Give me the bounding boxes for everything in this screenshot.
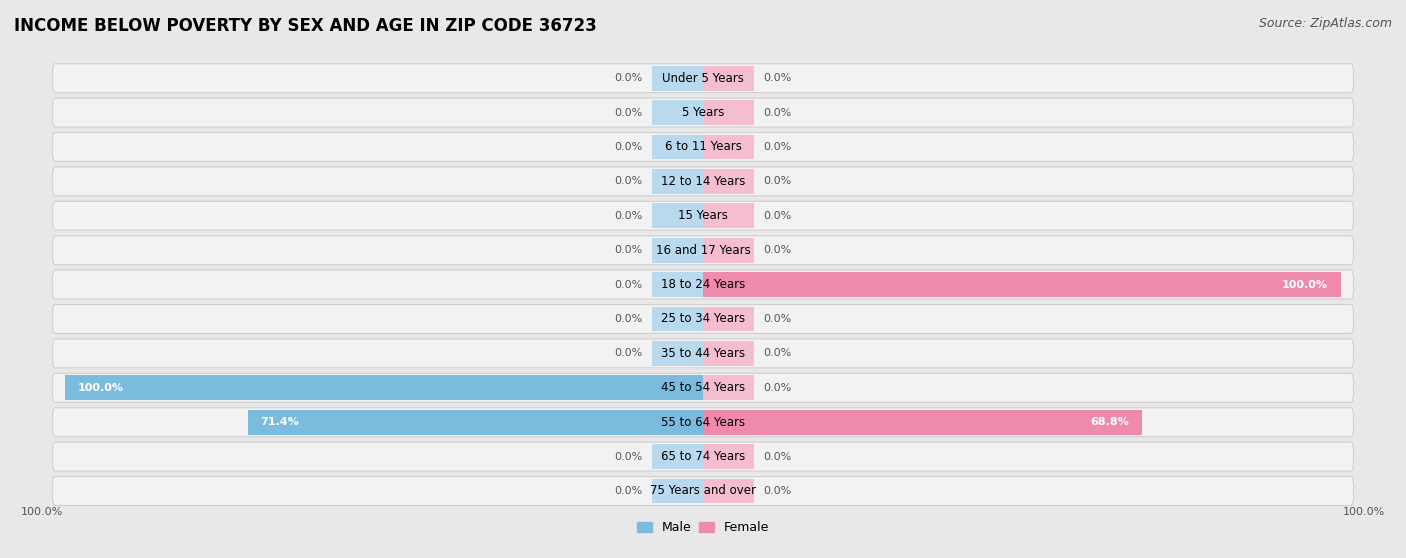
- Text: 15 Years: 15 Years: [678, 209, 728, 222]
- Bar: [703, 376, 754, 400]
- Text: 5 Years: 5 Years: [682, 106, 724, 119]
- Text: 35 to 44 Years: 35 to 44 Years: [661, 347, 745, 360]
- Bar: [703, 203, 754, 228]
- Text: 6 to 11 Years: 6 to 11 Years: [665, 141, 741, 153]
- Bar: [703, 169, 754, 194]
- Text: 0.0%: 0.0%: [614, 486, 643, 496]
- Bar: [652, 341, 703, 366]
- Text: 0.0%: 0.0%: [763, 245, 792, 255]
- Text: 100.0%: 100.0%: [1282, 280, 1329, 290]
- Text: 0.0%: 0.0%: [763, 176, 792, 186]
- FancyBboxPatch shape: [52, 305, 1354, 334]
- Bar: [652, 444, 703, 469]
- Text: 100.0%: 100.0%: [1343, 507, 1385, 517]
- Bar: [652, 306, 703, 331]
- Text: 100.0%: 100.0%: [21, 507, 63, 517]
- Text: 75 Years and over: 75 Years and over: [650, 484, 756, 498]
- Bar: [652, 100, 703, 125]
- Text: 12 to 14 Years: 12 to 14 Years: [661, 175, 745, 188]
- Text: 0.0%: 0.0%: [614, 451, 643, 461]
- Bar: [652, 272, 703, 297]
- Text: 45 to 54 Years: 45 to 54 Years: [661, 381, 745, 395]
- FancyBboxPatch shape: [52, 98, 1354, 127]
- Text: 0.0%: 0.0%: [614, 108, 643, 118]
- Bar: [703, 444, 754, 469]
- Text: 55 to 64 Years: 55 to 64 Years: [661, 416, 745, 429]
- Text: 0.0%: 0.0%: [763, 211, 792, 221]
- Text: INCOME BELOW POVERTY BY SEX AND AGE IN ZIP CODE 36723: INCOME BELOW POVERTY BY SEX AND AGE IN Z…: [14, 17, 596, 35]
- Bar: [652, 66, 703, 90]
- Bar: [652, 479, 703, 503]
- FancyBboxPatch shape: [52, 64, 1354, 93]
- Bar: [703, 272, 1341, 297]
- Bar: [652, 203, 703, 228]
- Legend: Male, Female: Male, Female: [631, 516, 775, 539]
- Bar: [703, 410, 1142, 435]
- Bar: [703, 134, 754, 160]
- Text: Source: ZipAtlas.com: Source: ZipAtlas.com: [1258, 17, 1392, 30]
- Bar: [652, 169, 703, 194]
- Bar: [652, 134, 703, 160]
- Bar: [703, 238, 754, 263]
- FancyBboxPatch shape: [52, 339, 1354, 368]
- Text: Under 5 Years: Under 5 Years: [662, 71, 744, 85]
- Text: 25 to 34 Years: 25 to 34 Years: [661, 312, 745, 325]
- FancyBboxPatch shape: [52, 235, 1354, 264]
- Text: 0.0%: 0.0%: [763, 73, 792, 83]
- FancyBboxPatch shape: [52, 167, 1354, 196]
- Text: 0.0%: 0.0%: [763, 383, 792, 393]
- FancyBboxPatch shape: [52, 132, 1354, 161]
- Text: 0.0%: 0.0%: [614, 142, 643, 152]
- Text: 0.0%: 0.0%: [763, 108, 792, 118]
- Bar: [703, 479, 754, 503]
- Bar: [652, 238, 703, 263]
- Text: 0.0%: 0.0%: [763, 314, 792, 324]
- Bar: [247, 410, 703, 435]
- Text: 0.0%: 0.0%: [614, 211, 643, 221]
- Text: 100.0%: 100.0%: [77, 383, 124, 393]
- FancyBboxPatch shape: [52, 477, 1354, 506]
- Text: 0.0%: 0.0%: [614, 245, 643, 255]
- Text: 0.0%: 0.0%: [763, 348, 792, 358]
- Text: 0.0%: 0.0%: [763, 451, 792, 461]
- Bar: [703, 100, 754, 125]
- Text: 71.4%: 71.4%: [260, 417, 299, 427]
- Text: 18 to 24 Years: 18 to 24 Years: [661, 278, 745, 291]
- FancyBboxPatch shape: [52, 442, 1354, 471]
- Bar: [65, 376, 703, 400]
- FancyBboxPatch shape: [52, 201, 1354, 230]
- Text: 0.0%: 0.0%: [614, 73, 643, 83]
- Bar: [703, 66, 754, 90]
- FancyBboxPatch shape: [52, 408, 1354, 437]
- Text: 65 to 74 Years: 65 to 74 Years: [661, 450, 745, 463]
- Bar: [703, 306, 754, 331]
- Text: 0.0%: 0.0%: [614, 348, 643, 358]
- Text: 0.0%: 0.0%: [614, 280, 643, 290]
- Text: 0.0%: 0.0%: [763, 142, 792, 152]
- Bar: [703, 341, 754, 366]
- Text: 16 and 17 Years: 16 and 17 Years: [655, 244, 751, 257]
- Text: 0.0%: 0.0%: [614, 176, 643, 186]
- Text: 68.8%: 68.8%: [1091, 417, 1129, 427]
- FancyBboxPatch shape: [52, 270, 1354, 299]
- Text: 0.0%: 0.0%: [614, 314, 643, 324]
- Text: 0.0%: 0.0%: [763, 486, 792, 496]
- FancyBboxPatch shape: [52, 373, 1354, 402]
